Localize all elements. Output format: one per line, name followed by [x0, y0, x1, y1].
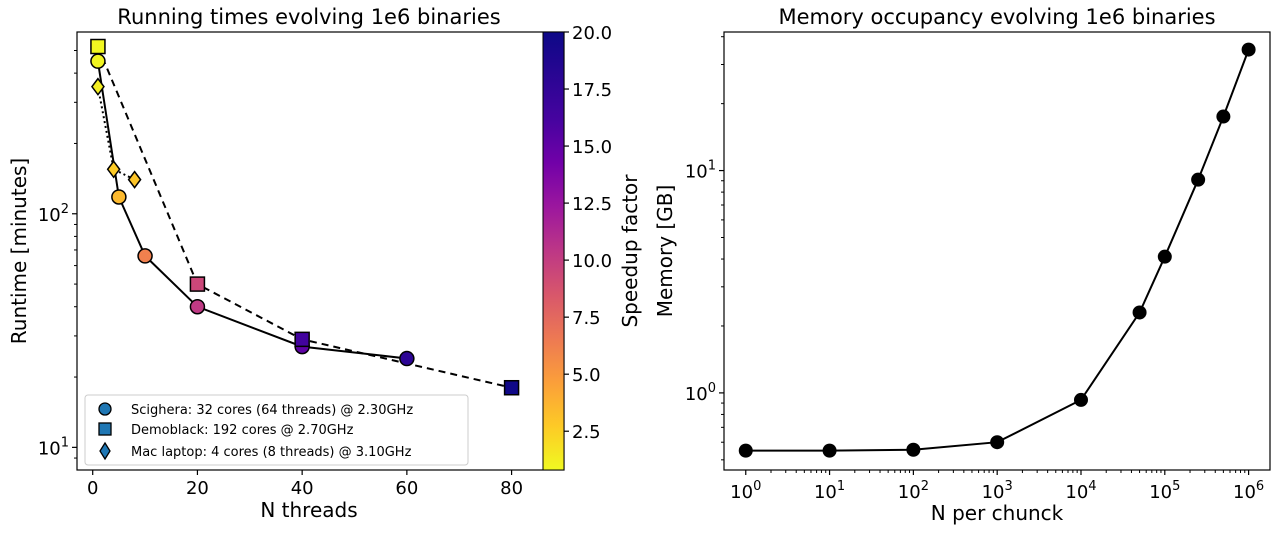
- memory-chart: Memory occupancy evolving 1e6 binaries 1…: [653, 5, 1271, 525]
- memory-point: [822, 443, 837, 458]
- runtime-point-circle: [111, 189, 127, 205]
- memory-point: [1241, 42, 1256, 57]
- memory-x-ticks: 100 101 102 103 104 105 106: [730, 470, 1264, 503]
- colorbar-tick-label: 15.0: [572, 137, 612, 158]
- colorbar-tick-label: 20.0: [572, 23, 612, 44]
- runtime-y-ticks: 101 102: [38, 49, 77, 459]
- runtime-x-axis-label: N threads: [260, 498, 357, 522]
- runtime-x-tick-label: 0: [87, 478, 98, 499]
- memory-point: [1073, 392, 1088, 407]
- memory-plot-frame: [723, 31, 1271, 471]
- memory-point: [906, 442, 921, 457]
- legend-box: [84, 394, 469, 466]
- memory-x-tick-label: 100: [730, 479, 761, 503]
- runtime-x-tick-label: 40: [291, 478, 314, 499]
- runtime-point-circle: [399, 350, 415, 367]
- legend-label-mac-laptop: Mac laptop: 4 cores (8 threads) @ 3.10GH…: [131, 445, 412, 460]
- runtime-x-tick-label: 80: [500, 478, 523, 499]
- runtime-point-circle: [137, 248, 153, 264]
- memory-x-tick-label: 105: [1149, 479, 1180, 503]
- legend-circle-marker: [98, 402, 112, 416]
- runtime-point-diamond: [91, 77, 105, 96]
- memory-x-tick-label: 106: [1233, 479, 1264, 503]
- runtime-y-axis-label: Runtime [minutes]: [7, 158, 31, 344]
- memory-x-axis-label: N per chunck: [931, 501, 1064, 525]
- memory-x-tick-label: 104: [1065, 479, 1096, 503]
- memory-point: [990, 435, 1005, 450]
- runtime-y-tick-label: 101: [38, 435, 69, 459]
- memory-x-tick-label: 101: [814, 479, 845, 503]
- runtime-marks: [90, 38, 520, 396]
- runtime-chart-title: Running times evolving 1e6 binaries: [117, 5, 500, 29]
- runtime-point-square: [90, 38, 106, 55]
- memory-point: [1191, 172, 1206, 187]
- colorbar-tick-label: 10.0: [572, 251, 612, 272]
- memory-point: [1157, 249, 1172, 264]
- colorbar-tick-label: 12.5: [572, 194, 612, 215]
- colorbar-label: Speedup factor: [618, 174, 642, 328]
- runtime-point-circle: [189, 298, 206, 315]
- memory-y-tick-label: 101: [685, 159, 716, 183]
- legend-label-demoblack: Demoblack: 192 cores @ 2.70GHz: [131, 423, 354, 438]
- speedup-colorbar: 2.5 5.0 7.5 10.0 12.5 15.0 17.5 20.0 Speedup fa…: [542, 23, 642, 471]
- colorbar-tick-label: 17.5: [572, 80, 612, 101]
- legend-diamond-marker: [99, 441, 111, 461]
- runtime-y-tick-label: 102: [38, 202, 69, 226]
- legend-label-scighera: Scighera: 32 cores (64 threads) @ 2.30GH…: [131, 403, 413, 418]
- memory-x-tick-label: 102: [898, 479, 929, 503]
- colorbar-tick-label: 2.5: [572, 422, 601, 443]
- memory-chart-title: Memory occupancy evolving 1e6 binaries: [778, 5, 1215, 29]
- memory-point: [1216, 109, 1231, 124]
- runtime-chart: Running times evolving 1e6 binaries 0 20 4…: [7, 5, 642, 522]
- runtime-x-tick-label: 60: [395, 478, 418, 499]
- memory-y-ticks: 100 101: [685, 36, 724, 461]
- legend-square-marker: [98, 422, 112, 436]
- colorbar-tick-label: 7.5: [572, 308, 601, 329]
- memory-x-tick-label: 103: [982, 479, 1013, 503]
- memory-y-tick-label: 100: [685, 381, 716, 405]
- memory-series-line: [745, 49, 1250, 452]
- memory-marks: [738, 42, 1256, 458]
- runtime-point-diamond: [127, 170, 142, 189]
- runtime-series-line-circle: [96, 61, 408, 360]
- memory-y-axis-label: Memory [GB]: [653, 185, 677, 318]
- memory-point: [738, 443, 753, 458]
- runtime-x-ticks: 0 20 40 60 80: [87, 470, 523, 499]
- runtime-legend: Scighera: 32 cores (64 threads) @ 2.30GH…: [84, 394, 469, 466]
- colorbar-ticks: 2.5 5.0 7.5 10.0 12.5 15.0 17.5 20.0: [564, 23, 612, 443]
- runtime-point-circle: [90, 53, 106, 69]
- runtime-point-diamond: [106, 160, 121, 179]
- memory-point: [1132, 305, 1147, 320]
- runtime-point-square: [503, 379, 520, 396]
- colorbar-tick-label: 5.0: [572, 365, 601, 386]
- runtime-x-tick-label: 20: [186, 478, 209, 499]
- runtime-point-square: [189, 276, 206, 292]
- colorbar-gradient: [542, 31, 565, 471]
- runtime-point-square: [294, 331, 310, 348]
